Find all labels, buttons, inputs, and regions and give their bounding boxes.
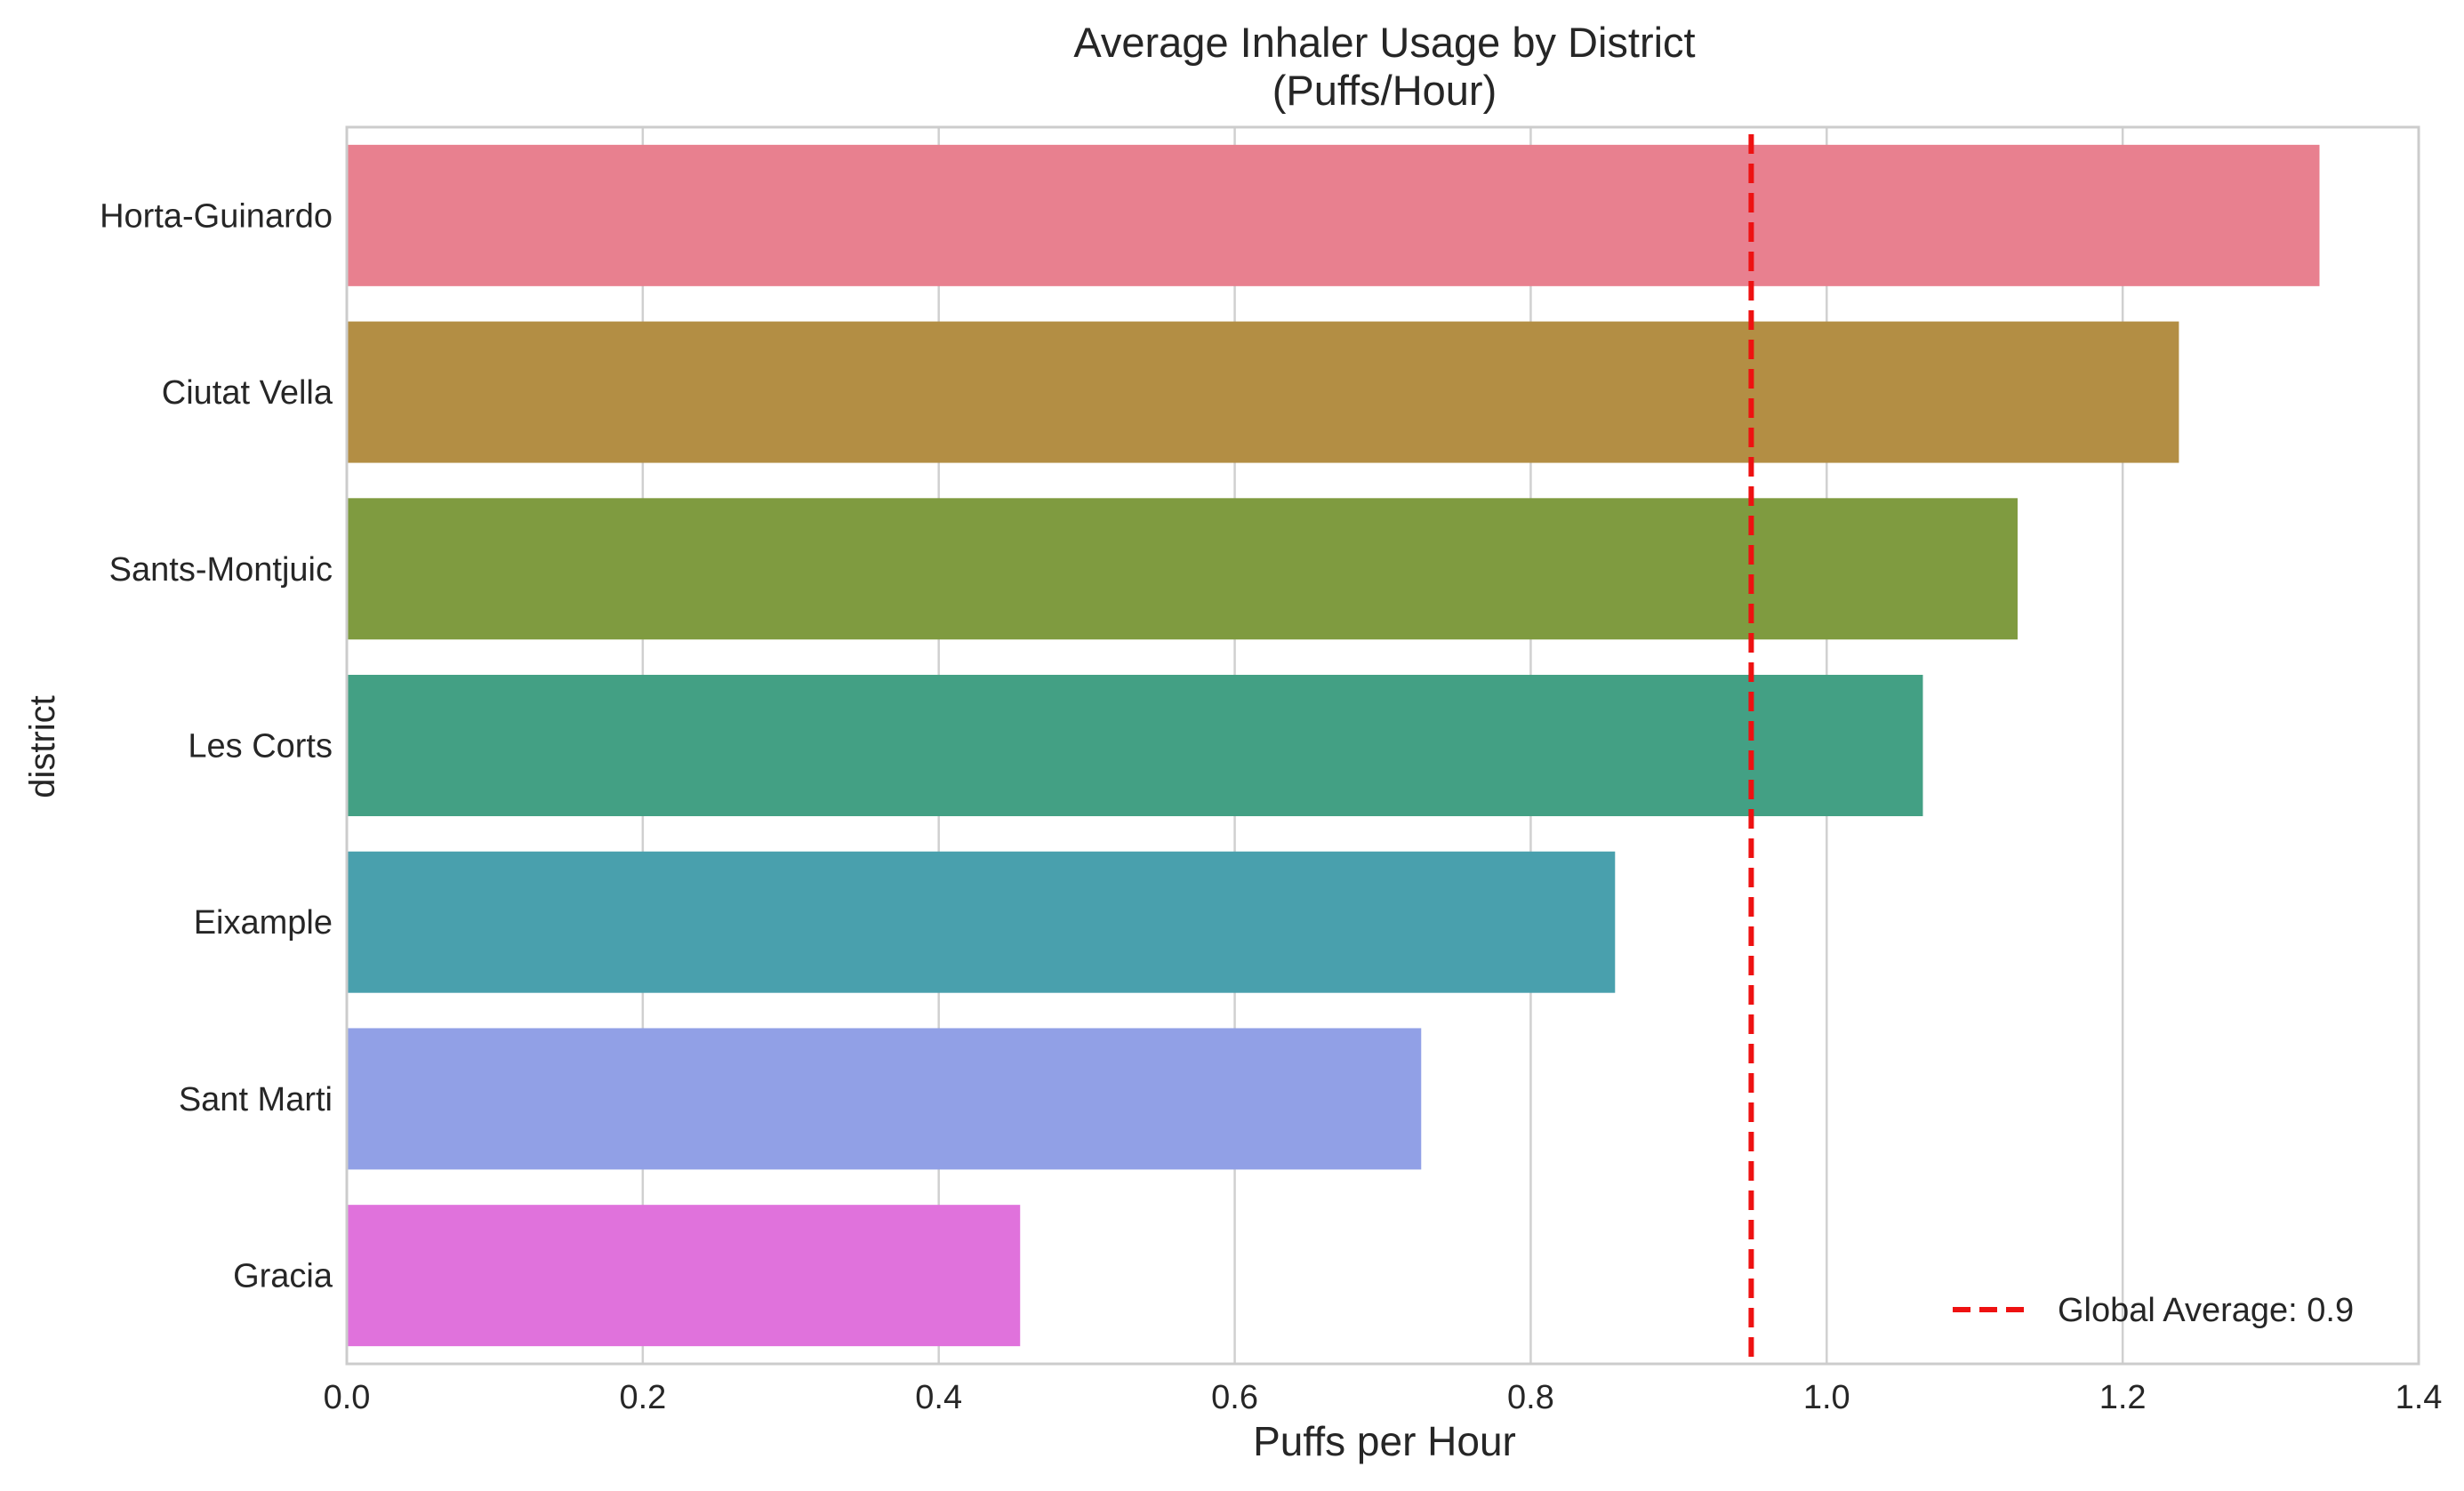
x-tick-label: 1.2	[2099, 1379, 2147, 1416]
x-tick-label: 1.4	[2396, 1379, 2443, 1416]
y-tick-label: Ciutat Vella	[162, 374, 333, 412]
bar-ciutat-vella	[347, 321, 2179, 463]
y-tick-label: Sant Marti	[179, 1081, 333, 1118]
x-tick-label: 0.0	[324, 1379, 371, 1416]
bar-sant-marti	[347, 1028, 1422, 1170]
y-tick-label: Eixample	[194, 904, 333, 942]
x-tick-label: 0.4	[915, 1379, 962, 1416]
y-tick-label: Sants-Montjuic	[109, 551, 333, 589]
chart-title: Average Inhaler Usage by District	[1073, 19, 1695, 66]
legend-label: Global Average: 0.9	[2058, 1292, 2354, 1329]
x-tick-label: 0.6	[1211, 1379, 1258, 1416]
bar-les-corts	[347, 675, 1923, 816]
x-tick-label: 0.8	[1507, 1379, 1554, 1416]
chart-subtitle: (Puffs/Hour)	[1272, 67, 1497, 114]
bar-eixample	[347, 851, 1616, 993]
y-tick-label: Les Corts	[188, 728, 333, 766]
bars	[347, 144, 2320, 1347]
legend: Global Average: 0.9	[1953, 1292, 2354, 1329]
y-tick-label: Gracia	[233, 1258, 333, 1295]
x-tick-label: 0.2	[619, 1379, 666, 1416]
x-axis-label: Puffs per Hour	[1253, 1418, 1516, 1464]
x-tick-labels: 0.0 0.2 0.4 0.6 0.8 1.0 1.2 1.4	[324, 1379, 2443, 1416]
bar-gracia	[347, 1205, 1021, 1347]
y-tick-label: Horta-Guinardo	[100, 197, 333, 235]
y-tick-labels: Horta-Guinardo Ciutat Vella Sants-Montjuic…	[100, 197, 333, 1295]
bar-horta-guinardo	[347, 144, 2320, 286]
x-tick-label: 1.0	[1803, 1379, 1850, 1416]
bar-sants-montjuic	[347, 498, 2018, 640]
y-axis-label: district	[23, 695, 62, 798]
plot-frame	[345, 125, 2420, 1366]
